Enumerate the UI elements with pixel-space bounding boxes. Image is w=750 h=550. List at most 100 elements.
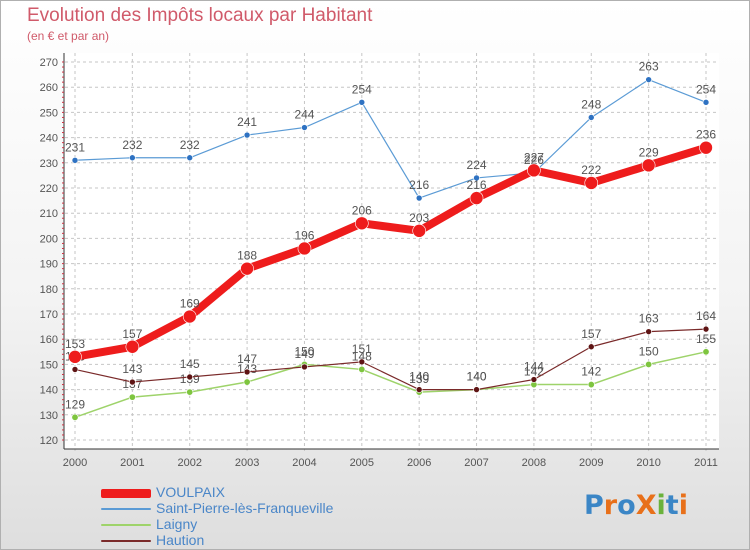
data-label-haution: 149	[294, 347, 314, 361]
data-point-laigny	[587, 381, 595, 389]
legend-label: Haution	[156, 532, 205, 548]
data-label-saint-pierre-l-s-franqueville: 232	[122, 138, 142, 152]
y-tick-label: 200	[40, 233, 58, 245]
data-point-laigny	[71, 413, 79, 421]
data-point-voulpaix	[125, 339, 140, 354]
data-point-voulpaix	[182, 309, 197, 324]
data-point-saint-pierre-l-s-franqueville	[186, 154, 194, 162]
data-point-haution	[186, 373, 194, 381]
y-tick-label: 240	[40, 133, 58, 145]
logo-letter: i	[678, 490, 688, 521]
plot-area	[64, 53, 719, 449]
data-label-voulpaix: 229	[639, 145, 659, 159]
legend-swatch	[101, 540, 151, 542]
data-label-haution: 164	[696, 309, 716, 323]
y-tick-label: 180	[40, 284, 58, 296]
x-tick-label: 2001	[120, 457, 144, 469]
data-label-voulpaix: 169	[180, 297, 200, 311]
y-tick-label: 150	[40, 359, 58, 371]
data-point-laigny	[128, 393, 136, 401]
data-label-laigny: 155	[696, 332, 716, 346]
data-label-voulpaix: 157	[122, 327, 142, 341]
data-point-haution	[243, 368, 251, 376]
legend-swatch	[101, 524, 151, 526]
series-line-laigny	[74, 351, 707, 419]
data-point-saint-pierre-l-s-franqueville	[473, 174, 480, 182]
data-point-haution	[587, 343, 595, 351]
legend-label: VOULPAIX	[156, 484, 225, 500]
data-label-saint-pierre-l-s-franqueville: 231	[65, 140, 85, 154]
data-point-laigny	[358, 365, 366, 373]
data-label-haution: 151	[352, 342, 372, 356]
data-label-voulpaix: 222	[581, 163, 601, 177]
data-label-laigny: 150	[294, 344, 314, 358]
data-point-laigny	[186, 388, 194, 396]
data-point-voulpaix	[297, 241, 312, 256]
data-point-haution	[415, 386, 423, 393]
logo-letter: X	[635, 490, 657, 521]
data-point-voulpaix	[584, 176, 599, 190]
chart-title: Evolution des Impôts locaux par Habitant	[27, 5, 373, 26]
data-point-laigny	[645, 360, 653, 368]
data-label-laigny: 142	[581, 365, 601, 379]
data-label-laigny: 139	[409, 372, 429, 386]
logo-letter: o	[617, 490, 636, 521]
logo-letter: r	[603, 490, 618, 521]
data-label-haution: 143	[122, 362, 142, 376]
legend-label: Laigny	[156, 516, 198, 532]
data-label-saint-pierre-l-s-franqueville: 226	[524, 153, 544, 167]
data-label-voulpaix: 206	[352, 203, 372, 217]
y-tick-label: 220	[40, 183, 58, 195]
legend-swatch	[101, 508, 151, 510]
data-label-haution: 145	[180, 357, 200, 371]
data-label-saint-pierre-l-s-franqueville: 232	[180, 138, 200, 152]
logo-letter: P	[584, 490, 604, 521]
data-label-laigny: 150	[639, 344, 659, 358]
logo-letter: t	[665, 490, 679, 521]
x-tick-label: 2006	[407, 457, 431, 469]
data-label-voulpaix: 203	[409, 211, 429, 225]
data-point-haution	[71, 366, 79, 373]
data-label-laigny: 129	[65, 397, 85, 411]
x-tick-label: 2011	[694, 457, 718, 469]
data-label-saint-pierre-l-s-franqueville: 248	[581, 97, 601, 111]
data-point-saint-pierre-l-s-franqueville	[415, 194, 423, 202]
x-tick-label: 2008	[522, 457, 546, 469]
data-label-saint-pierre-l-s-franqueville: 241	[237, 115, 257, 129]
data-label-voulpaix: 153	[65, 337, 85, 351]
y-tick-label: 260	[40, 82, 58, 94]
data-point-saint-pierre-l-s-franqueville	[645, 76, 652, 83]
data-label-saint-pierre-l-s-franqueville: 244	[294, 108, 314, 122]
data-label-saint-pierre-l-s-franqueville: 263	[639, 60, 659, 74]
x-tick-label: 2003	[235, 457, 259, 469]
data-point-saint-pierre-l-s-franqueville	[702, 99, 710, 106]
proxiti-logo: ProXiti	[584, 490, 688, 521]
data-label-saint-pierre-l-s-franqueville: 254	[352, 82, 372, 96]
data-point-saint-pierre-l-s-franqueville	[358, 99, 366, 106]
data-point-haution	[129, 378, 136, 386]
data-label-voulpaix: 227	[524, 150, 544, 164]
data-point-voulpaix	[641, 158, 656, 173]
series-line-haution	[74, 328, 707, 391]
legend-swatch	[101, 488, 151, 498]
data-label-voulpaix: 196	[294, 228, 314, 242]
data-point-laigny	[243, 378, 251, 386]
data-point-haution	[358, 358, 366, 366]
data-point-saint-pierre-l-s-franqueville	[243, 131, 251, 139]
data-label-laigny: 148	[352, 349, 372, 363]
series-line-voulpaix	[71, 143, 710, 361]
x-tick-label: 2004	[292, 457, 316, 469]
x-tick-label: 2010	[636, 457, 660, 469]
data-point-haution	[473, 386, 480, 393]
series-line-saint-pierre-l-s-franqueville	[74, 79, 707, 199]
data-point-haution	[530, 376, 538, 383]
y-tick-label: 160	[40, 334, 58, 346]
data-label-haution: 144	[524, 360, 544, 374]
data-point-voulpaix	[355, 216, 369, 231]
data-point-voulpaix	[699, 140, 713, 155]
data-point-voulpaix	[68, 350, 82, 364]
data-point-saint-pierre-l-s-franqueville	[301, 124, 308, 131]
data-point-voulpaix	[469, 191, 484, 205]
data-label-voulpaix: 216	[467, 178, 487, 192]
